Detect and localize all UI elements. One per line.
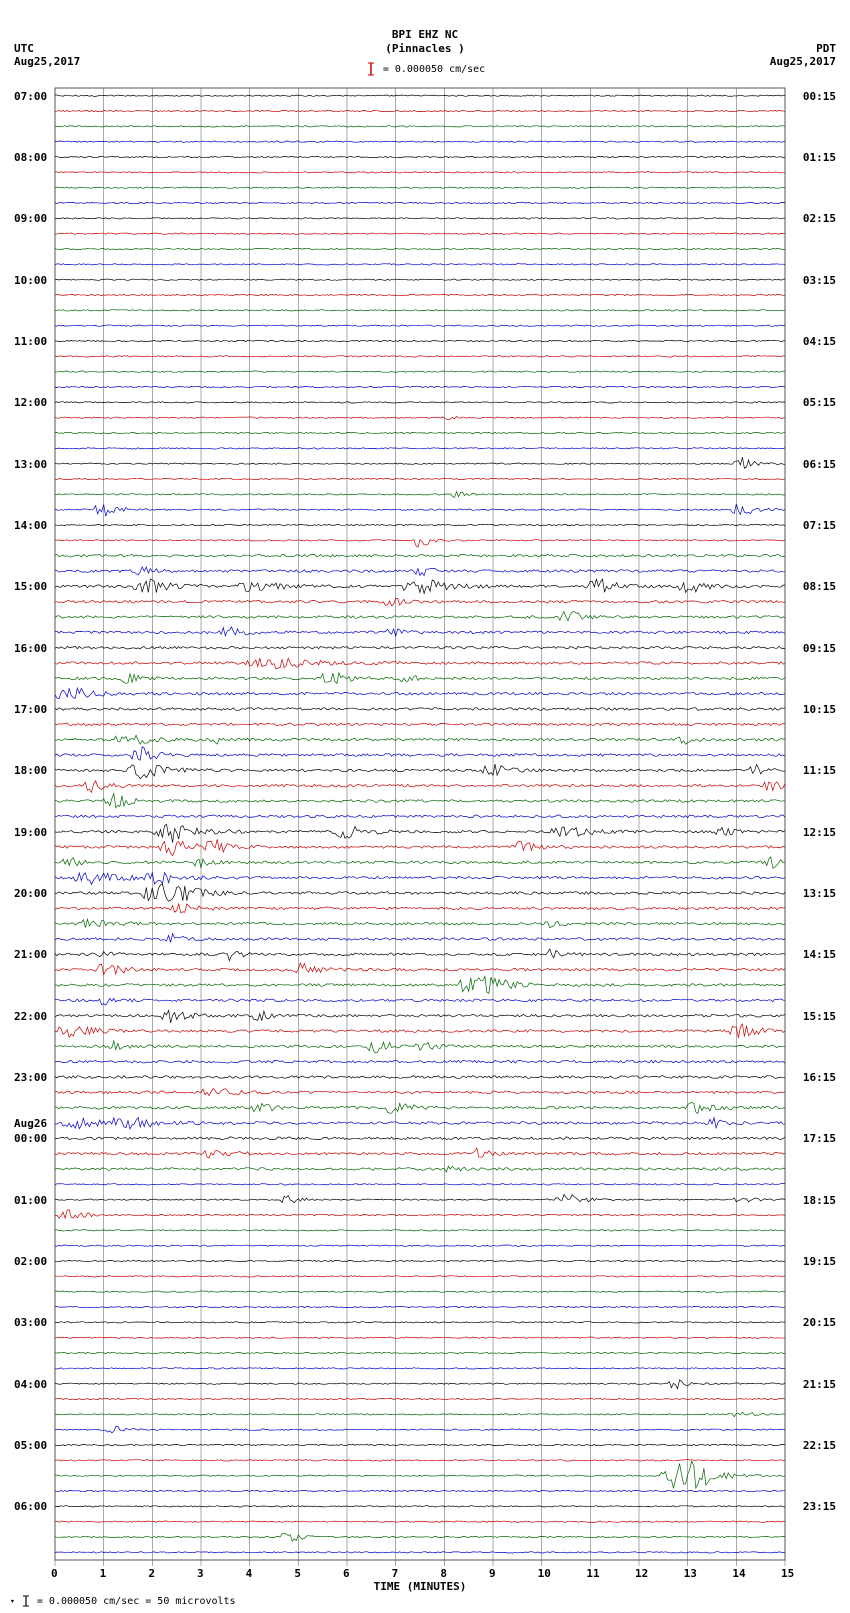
x-tick-label: 8 [440,1567,447,1580]
left-time-label: 00:00 [14,1132,47,1145]
right-time-label: 00:15 [803,90,836,103]
left-time-label: 12:00 [14,396,47,409]
x-tick-label: 4 [246,1567,253,1580]
right-time-label: 17:15 [803,1132,836,1145]
right-time-label: 05:15 [803,396,836,409]
right-time-label: 21:15 [803,1378,836,1391]
left-time-label: 10:00 [14,274,47,287]
left-date-mid: Aug26 [14,1117,47,1130]
x-axis-title: TIME (MINUTES) [55,1580,785,1593]
right-time-label: 16:15 [803,1071,836,1084]
left-time-label: 03:00 [14,1316,47,1329]
right-time-label: 22:15 [803,1439,836,1452]
left-time-label: 15:00 [14,580,47,593]
x-tick-label: 6 [343,1567,350,1580]
right-time-label: 10:15 [803,703,836,716]
x-tick-label: 11 [586,1567,599,1580]
right-time-label: 07:15 [803,519,836,532]
left-time-label: 21:00 [14,948,47,961]
left-time-label: 22:00 [14,1010,47,1023]
left-time-label: 11:00 [14,335,47,348]
x-tick-label: 10 [538,1567,551,1580]
x-tick-label: 13 [684,1567,697,1580]
right-time-label: 15:15 [803,1010,836,1023]
seismogram-plot [0,0,850,1613]
seismogram-container: BPI EHZ NC (Pinnacles ) = 0.000050 cm/se… [0,0,850,1613]
right-time-label: 03:15 [803,274,836,287]
right-time-label: 18:15 [803,1194,836,1207]
right-time-label: 08:15 [803,580,836,593]
right-time-label: 20:15 [803,1316,836,1329]
x-tick-label: 3 [197,1567,204,1580]
right-time-label: 12:15 [803,826,836,839]
x-tick-label: 5 [294,1567,301,1580]
right-time-label: 02:15 [803,212,836,225]
footer-scale-note: ▾ = 0.000050 cm/sec = 50 microvolts [10,1595,236,1607]
x-tick-label: 2 [148,1567,155,1580]
left-time-label: 02:00 [14,1255,47,1268]
left-time-label: 14:00 [14,519,47,532]
x-tick-label: 0 [51,1567,58,1580]
x-tick-label: 14 [732,1567,745,1580]
x-tick-label: 7 [392,1567,399,1580]
left-time-label: 07:00 [14,90,47,103]
left-time-label: 09:00 [14,212,47,225]
right-time-label: 13:15 [803,887,836,900]
right-time-label: 06:15 [803,458,836,471]
right-time-label: 23:15 [803,1500,836,1513]
right-time-label: 01:15 [803,151,836,164]
left-time-label: 13:00 [14,458,47,471]
left-time-label: 05:00 [14,1439,47,1452]
left-time-label: 01:00 [14,1194,47,1207]
left-time-label: 16:00 [14,642,47,655]
left-time-label: 08:00 [14,151,47,164]
right-time-label: 14:15 [803,948,836,961]
x-tick-label: 1 [100,1567,107,1580]
right-time-label: 04:15 [803,335,836,348]
left-time-label: 04:00 [14,1378,47,1391]
left-time-label: 20:00 [14,887,47,900]
left-time-label: 19:00 [14,826,47,839]
right-time-label: 11:15 [803,764,836,777]
left-time-label: 06:00 [14,1500,47,1513]
right-time-label: 19:15 [803,1255,836,1268]
x-tick-label: 12 [635,1567,648,1580]
left-time-label: 17:00 [14,703,47,716]
x-tick-label: 15 [781,1567,794,1580]
left-time-label: 23:00 [14,1071,47,1084]
left-time-label: 18:00 [14,764,47,777]
x-tick-label: 9 [489,1567,496,1580]
right-time-label: 09:15 [803,642,836,655]
